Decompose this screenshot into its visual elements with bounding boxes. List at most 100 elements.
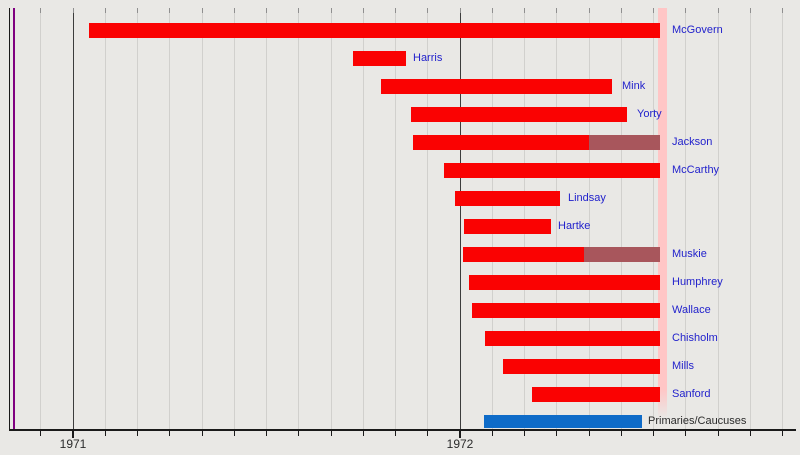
bar-mink [381, 79, 612, 94]
convention-band [658, 8, 667, 418]
bar-fade-muskie [584, 247, 660, 262]
label-chisholm: Chisholm [672, 332, 718, 344]
month-tick-top [749, 8, 751, 13]
month-tick-top [588, 8, 590, 13]
bar-mcgovern [89, 23, 660, 38]
month-tick-bottom [233, 430, 235, 436]
month-tick-bottom [395, 430, 396, 436]
month-tick-top [330, 8, 332, 13]
month-tick-top [169, 8, 171, 13]
label-lindsay: Lindsay [568, 192, 606, 204]
month-tick-top [104, 8, 106, 13]
month-gridline [782, 8, 783, 430]
label-wallace: Wallace [672, 304, 711, 316]
x-axis-line [9, 429, 796, 431]
month-tick-bottom [104, 430, 106, 436]
month-gridline [137, 8, 138, 430]
bar-yorty [411, 107, 627, 122]
month-tick-bottom [653, 430, 654, 436]
bar-muskie [463, 247, 584, 262]
month-tick-bottom [169, 430, 171, 436]
month-tick-top [40, 8, 42, 13]
nov-1970-event-line [13, 8, 15, 430]
bar-lindsay [455, 191, 560, 206]
month-gridline [362, 8, 364, 430]
bar-jackson [413, 135, 589, 150]
month-gridline [556, 8, 558, 430]
month-gridline [201, 8, 203, 430]
month-tick-bottom [137, 430, 138, 436]
month-tick-top [395, 8, 396, 13]
year-gridline [459, 8, 461, 430]
month-tick-top [266, 8, 267, 13]
month-tick-top [72, 8, 74, 13]
bar-humphrey [469, 275, 660, 290]
month-tick-top [233, 8, 235, 13]
month-tick-top [459, 8, 461, 13]
month-tick-top [620, 8, 622, 13]
month-tick-top [556, 8, 558, 13]
label-hartke: Hartke [558, 220, 591, 232]
month-gridline [749, 8, 751, 430]
month-tick-top [427, 8, 429, 13]
month-tick-top [137, 8, 138, 13]
label-jackson: Jackson [672, 136, 713, 148]
month-gridline [588, 8, 590, 430]
month-gridline [169, 8, 171, 430]
month-tick-bottom [298, 430, 300, 436]
month-tick-top [685, 8, 687, 13]
label-humphrey: Humphrey [672, 276, 723, 288]
month-gridline [620, 8, 622, 430]
month-gridline [427, 8, 429, 430]
month-gridline [330, 8, 332, 430]
label-muskie: Muskie [672, 248, 707, 260]
year-tick-bottom [458, 430, 461, 438]
label-mccarthy: McCarthy [672, 164, 720, 176]
bar-mills [503, 359, 660, 374]
bar-wallace [472, 303, 660, 318]
month-gridline [298, 8, 300, 430]
month-tick-bottom [266, 430, 267, 436]
year-tick-bottom [71, 430, 74, 438]
month-tick-bottom [749, 430, 751, 436]
month-tick-bottom [201, 430, 203, 436]
month-tick-top [298, 8, 300, 13]
bar-primaries-caucuses [484, 415, 642, 428]
month-tick-top [782, 8, 783, 13]
x-tick-label-1971: 1971 [59, 437, 87, 451]
bar-fade-jackson [589, 135, 660, 150]
month-gridline [685, 8, 687, 430]
label-primaries-caucuses: Primaries/Caucuses [648, 415, 747, 427]
label-sanford: Sanford [672, 388, 711, 400]
bar-harris [353, 51, 406, 66]
month-tick-top [524, 8, 525, 13]
month-tick-top [653, 8, 654, 13]
month-tick-bottom [40, 430, 42, 436]
month-tick-bottom [685, 430, 687, 436]
month-gridline [40, 8, 42, 430]
month-gridline [653, 8, 654, 430]
month-gridline [266, 8, 267, 430]
label-mills: Mills [672, 360, 694, 372]
month-tick-top [201, 8, 203, 13]
month-tick-bottom [427, 430, 429, 436]
label-mink: Mink [622, 80, 646, 92]
bar-sanford [532, 387, 660, 402]
x-tick-label-1972: 1972 [446, 437, 474, 451]
bar-chisholm [485, 331, 660, 346]
month-gridline [233, 8, 235, 430]
label-yorty: Yorty [637, 108, 662, 120]
month-gridline [717, 8, 719, 430]
month-tick-bottom [524, 430, 525, 436]
label-mcgovern: McGovern [672, 24, 723, 36]
year-gridline [72, 8, 74, 430]
month-tick-bottom [362, 430, 364, 436]
month-tick-bottom [491, 430, 493, 436]
month-tick-top [491, 8, 493, 13]
month-tick-bottom [620, 430, 622, 436]
month-tick-top [717, 8, 719, 13]
month-tick-bottom [330, 430, 332, 436]
month-tick-bottom [556, 430, 558, 436]
month-tick-bottom [717, 430, 719, 436]
